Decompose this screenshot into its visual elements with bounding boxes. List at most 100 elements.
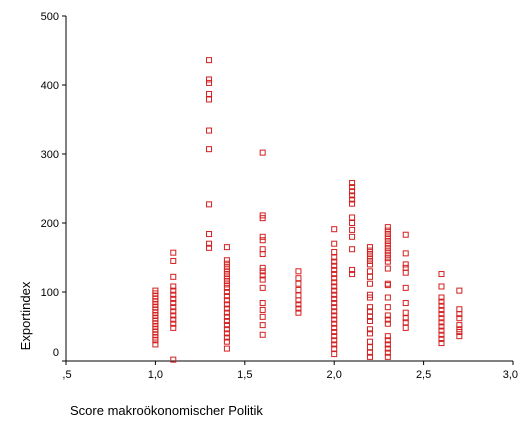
data-point [295, 280, 302, 287]
data-point [384, 341, 391, 348]
y-tick-label: 500 [41, 11, 59, 23]
data-point [223, 267, 230, 274]
y-tick-label: 0 [53, 347, 59, 359]
data-point [384, 345, 391, 352]
data-point [438, 306, 445, 313]
data-point [384, 353, 391, 360]
data-point [366, 330, 373, 337]
y-tick-label: 400 [41, 80, 59, 92]
data-point [366, 353, 373, 360]
x-tick-label: 1,0 [148, 369, 163, 381]
data-point [223, 334, 230, 341]
data-point [295, 297, 302, 304]
data-point [170, 312, 177, 319]
data-point [331, 275, 338, 282]
x-tick-label: 1,5 [237, 369, 252, 381]
data-point [259, 331, 266, 338]
data-point [384, 333, 391, 340]
data-point [295, 268, 302, 275]
data-point [170, 324, 177, 331]
data-point [331, 312, 338, 319]
data-point [438, 298, 445, 305]
data-point [206, 231, 213, 238]
y-axis-title: Exportindex [18, 281, 33, 350]
data-point [295, 275, 302, 282]
data-points [152, 57, 463, 363]
data-point [402, 319, 409, 326]
data-point [170, 304, 177, 311]
data-point [206, 244, 213, 251]
data-point [366, 273, 373, 280]
data-point [223, 326, 230, 333]
data-point [456, 329, 463, 336]
data-point [384, 244, 391, 251]
data-point [152, 337, 159, 344]
data-point [331, 271, 338, 278]
data-point [170, 356, 177, 363]
data-point [438, 327, 445, 334]
data-point [206, 76, 213, 83]
data-point [366, 308, 373, 315]
data-point [456, 306, 463, 313]
data-point [402, 231, 409, 238]
data-point [438, 331, 445, 338]
data-point [331, 304, 338, 311]
data-point [206, 96, 213, 103]
data-point [259, 268, 266, 275]
y-tick-label: 300 [41, 149, 59, 161]
data-point [438, 323, 445, 330]
data-point [170, 308, 177, 315]
data-point [349, 184, 356, 191]
data-point [438, 302, 445, 309]
data-point [438, 335, 445, 342]
data-point [384, 320, 391, 327]
data-point [366, 326, 373, 333]
data-point [366, 304, 373, 311]
data-point [223, 281, 230, 288]
data-point [170, 273, 177, 280]
data-point [366, 257, 373, 264]
data-point [402, 309, 409, 316]
data-point [331, 345, 338, 352]
data-point [295, 286, 302, 293]
data-point [349, 192, 356, 199]
data-point [349, 200, 356, 207]
data-point [259, 284, 266, 291]
data-point [384, 282, 391, 289]
data-point [259, 306, 266, 313]
y-axis-ticks: 0 100 200 300 400 500 [41, 11, 66, 362]
data-point [170, 320, 177, 327]
data-point [456, 333, 463, 340]
data-point [402, 300, 409, 307]
data-point [206, 79, 213, 86]
data-point [259, 322, 266, 329]
data-point [170, 316, 177, 323]
data-point [223, 322, 230, 329]
data-point [456, 322, 463, 329]
data-point [331, 248, 338, 255]
x-tick-label: 2,0 [327, 369, 342, 381]
data-point [366, 338, 373, 345]
data-point [438, 315, 445, 322]
data-point [384, 304, 391, 311]
data-point [384, 258, 391, 265]
data-point [349, 266, 356, 273]
data-point [366, 344, 373, 351]
x-axis-ticks: ,5 1,0 1,5 2,0 2,5 3,0 [62, 361, 518, 381]
data-point [152, 341, 159, 348]
data-point [223, 301, 230, 308]
data-point [366, 244, 373, 251]
data-point [223, 309, 230, 316]
data-point [206, 90, 213, 97]
x-tick-label: ,5 [62, 369, 71, 381]
data-point [349, 271, 356, 278]
data-point [170, 283, 177, 290]
data-point [438, 271, 445, 278]
x-tick-label: 3,0 [503, 369, 518, 381]
data-point [366, 251, 373, 258]
data-point [223, 264, 230, 271]
data-point [170, 295, 177, 302]
data-point [438, 319, 445, 326]
data-point [331, 258, 338, 265]
data-point [223, 271, 230, 278]
